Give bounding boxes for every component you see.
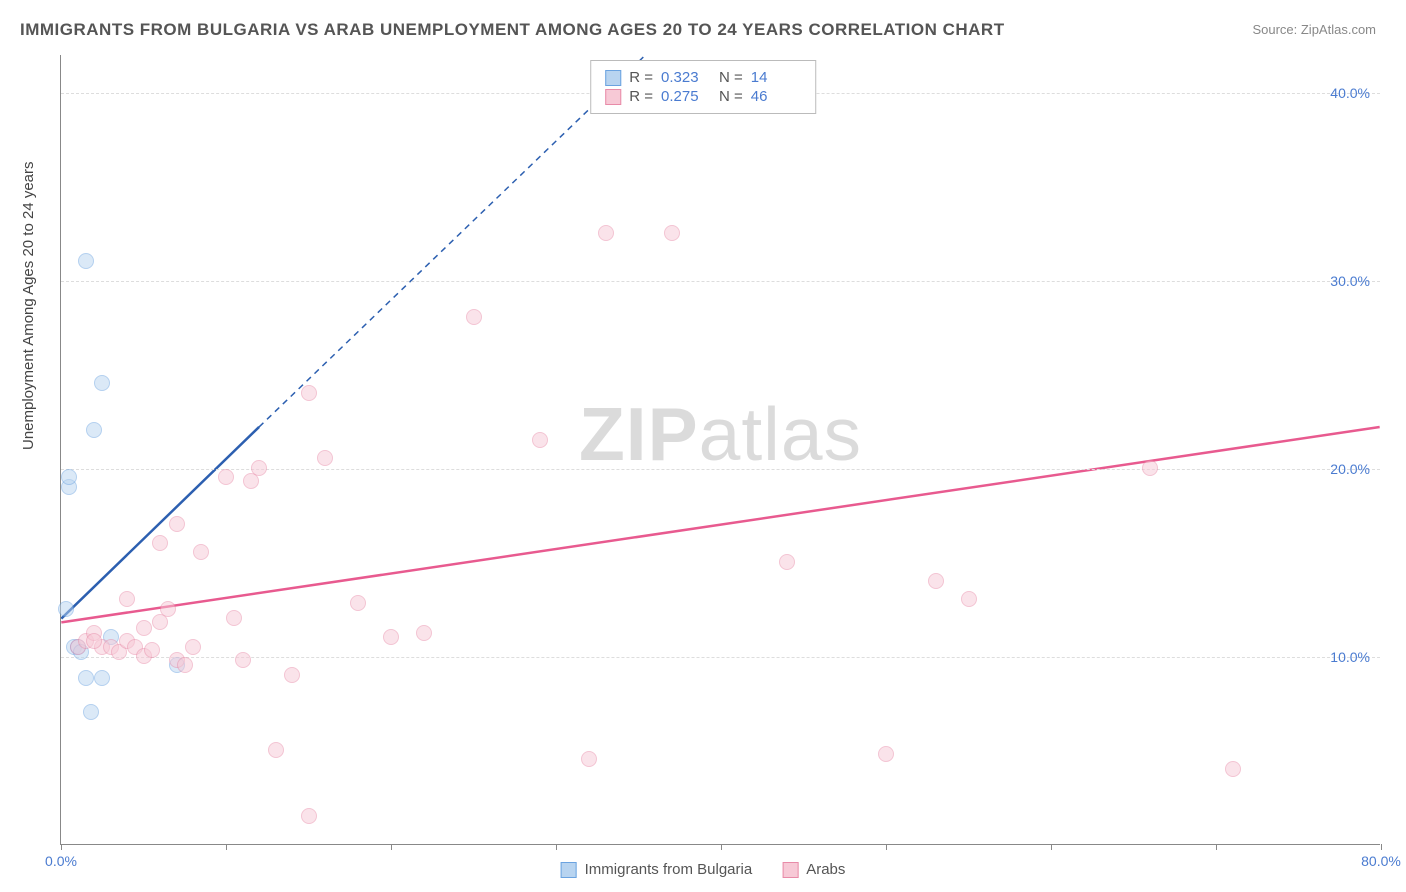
legend-row: R =0.323N =14	[605, 69, 801, 86]
legend-label: Immigrants from Bulgaria	[585, 861, 753, 878]
x-tick	[1381, 844, 1382, 850]
data-point	[1142, 460, 1158, 476]
data-point	[1225, 761, 1241, 777]
data-point	[94, 375, 110, 391]
y-tick-label: 10.0%	[1330, 649, 1370, 665]
source-label: Source: ZipAtlas.com	[1252, 22, 1376, 37]
series-legend: Immigrants from Bulgaria Arabs	[561, 861, 846, 878]
data-point	[177, 657, 193, 673]
data-point	[226, 610, 242, 626]
data-point	[532, 432, 548, 448]
data-point	[301, 808, 317, 824]
data-point	[598, 225, 614, 241]
gridline-h	[61, 657, 1380, 658]
data-point	[58, 601, 74, 617]
x-tick-label: 0.0%	[45, 853, 77, 869]
data-point	[185, 639, 201, 655]
data-point	[144, 642, 160, 658]
y-tick-label: 30.0%	[1330, 273, 1370, 289]
legend-item: Immigrants from Bulgaria	[561, 861, 753, 878]
data-point	[160, 601, 176, 617]
data-point	[928, 573, 944, 589]
data-point	[235, 652, 251, 668]
data-point	[383, 629, 399, 645]
data-point	[301, 385, 317, 401]
gridline-h	[61, 281, 1380, 282]
data-point	[136, 620, 152, 636]
data-point	[78, 253, 94, 269]
legend-swatch	[605, 70, 621, 86]
data-point	[664, 225, 680, 241]
x-tick	[721, 844, 722, 850]
chart-plot-area: ZIPatlas 10.0%20.0%30.0%40.0%0.0%80.0%	[60, 55, 1380, 845]
y-axis-label: Unemployment Among Ages 20 to 24 years	[20, 161, 37, 450]
data-point	[268, 742, 284, 758]
x-tick	[886, 844, 887, 850]
legend-row: R =0.275N =46	[605, 88, 801, 105]
chart-title: IMMIGRANTS FROM BULGARIA VS ARAB UNEMPLO…	[20, 20, 1005, 40]
trend-lines	[61, 55, 1380, 844]
data-point	[581, 751, 597, 767]
x-tick	[226, 844, 227, 850]
data-point	[86, 422, 102, 438]
legend-swatch	[561, 862, 577, 878]
watermark: ZIPatlas	[579, 391, 862, 477]
data-point	[416, 625, 432, 641]
x-tick	[61, 844, 62, 850]
x-tick	[1216, 844, 1217, 850]
data-point	[779, 554, 795, 570]
x-tick	[391, 844, 392, 850]
data-point	[78, 670, 94, 686]
x-tick	[1051, 844, 1052, 850]
data-point	[878, 746, 894, 762]
correlation-legend: R =0.323N =14 R =0.275N =46	[590, 60, 816, 114]
data-point	[193, 544, 209, 560]
data-point	[350, 595, 366, 611]
data-point	[83, 704, 99, 720]
x-tick-label: 80.0%	[1361, 853, 1401, 869]
data-point	[152, 535, 168, 551]
legend-swatch	[782, 862, 798, 878]
data-point	[317, 450, 333, 466]
data-point	[119, 591, 135, 607]
y-tick-label: 40.0%	[1330, 85, 1370, 101]
y-tick-label: 20.0%	[1330, 461, 1370, 477]
data-point	[466, 309, 482, 325]
data-point	[86, 633, 102, 649]
data-point	[169, 516, 185, 532]
data-point	[94, 670, 110, 686]
x-tick	[556, 844, 557, 850]
data-point	[251, 460, 267, 476]
data-point	[218, 469, 234, 485]
legend-item: Arabs	[782, 861, 845, 878]
data-point	[961, 591, 977, 607]
legend-swatch	[605, 89, 621, 105]
data-point	[284, 667, 300, 683]
legend-label: Arabs	[806, 861, 845, 878]
data-point	[61, 469, 77, 485]
